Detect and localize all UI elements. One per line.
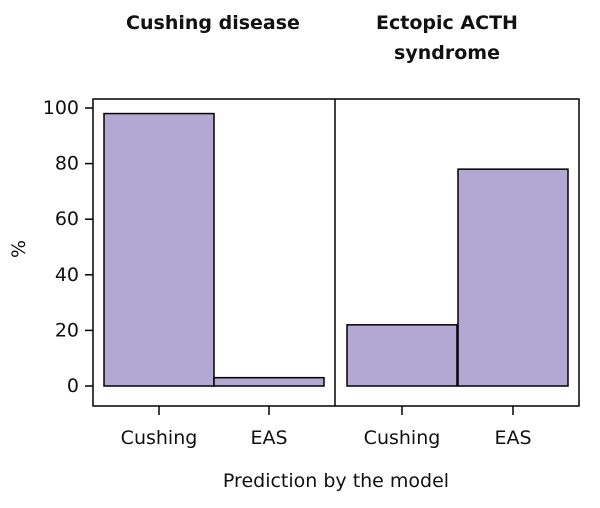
x-tick-label: EAS: [494, 427, 531, 449]
x-tick-label: Cushing: [121, 427, 198, 449]
y-tick-label: 40: [55, 264, 79, 286]
panel-titles: Cushing disease Ectopic ACTH syndrome: [126, 12, 518, 64]
y-tick-label: 100: [43, 97, 79, 119]
y-axis: 0 20 40 60 80 100: [43, 97, 93, 397]
y-tick-label: 0: [67, 375, 79, 397]
bar: [213, 376, 325, 387]
bars: [103, 112, 569, 387]
panel-title: Ectopic ACTH: [376, 12, 518, 34]
y-tick-label: 20: [55, 319, 79, 341]
y-tick-label: 80: [55, 153, 79, 175]
x-tick-label: Cushing: [364, 427, 441, 449]
bar: [103, 112, 215, 387]
panel-frames: [92, 98, 580, 407]
x-axis-label: Prediction by the model: [223, 470, 449, 492]
bar: [457, 168, 569, 387]
x-tick-label: EAS: [250, 427, 287, 449]
y-axis-label: %: [8, 240, 30, 258]
y-tick-label: 60: [55, 208, 79, 230]
bar: [346, 324, 458, 387]
panel-title: Cushing disease: [126, 12, 300, 34]
plot-frame: [92, 98, 580, 407]
x-axis: Cushing EAS Cushing EAS: [121, 406, 532, 449]
panel-title: syndrome: [394, 42, 500, 64]
